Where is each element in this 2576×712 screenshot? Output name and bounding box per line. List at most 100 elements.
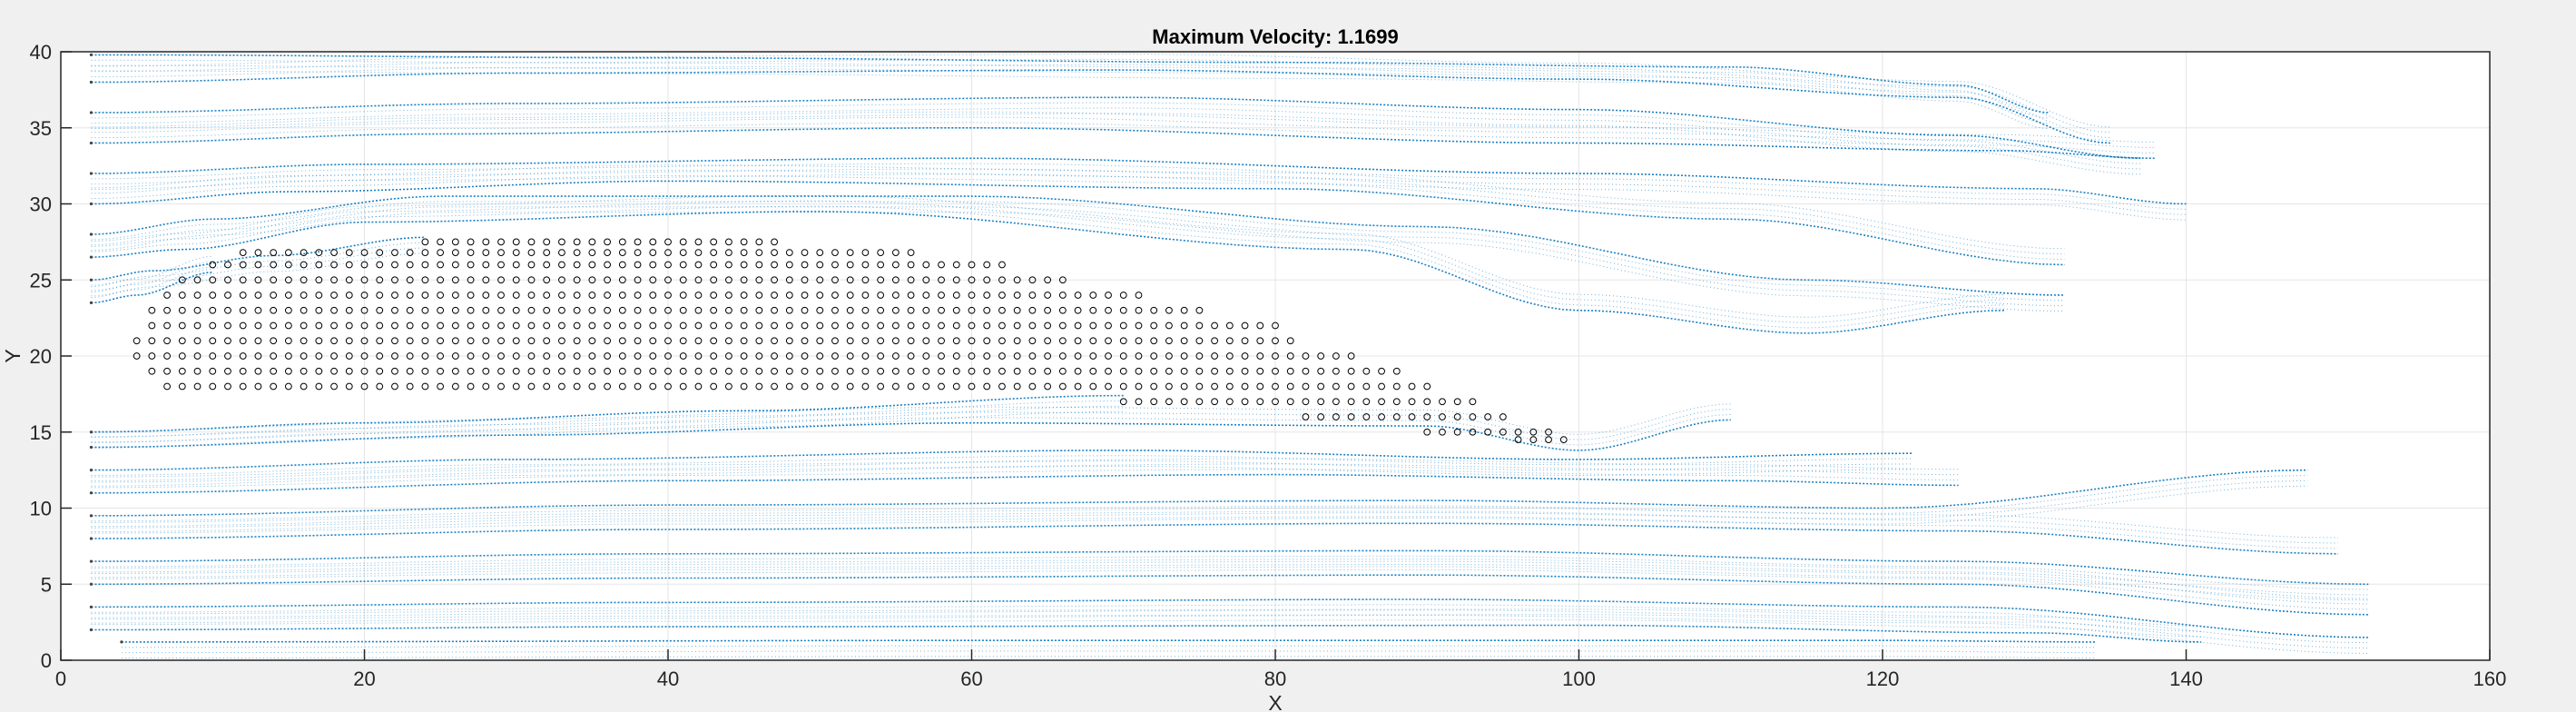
obstacle-marker <box>376 352 384 360</box>
obstacle-marker <box>785 367 793 375</box>
streamline <box>121 650 2096 654</box>
obstacle-marker <box>1453 413 1461 420</box>
streamline <box>91 609 2369 649</box>
obstacle-marker <box>664 382 672 391</box>
obstacle-marker <box>1119 352 1127 360</box>
obstacle-marker <box>178 321 186 330</box>
obstacle-marker <box>1469 398 1477 406</box>
obstacle-marker <box>907 352 915 360</box>
obstacle-marker <box>649 292 657 299</box>
obstacle-marker <box>163 367 171 375</box>
obstacle-marker <box>209 337 217 345</box>
obstacle-marker <box>740 276 748 284</box>
obstacle-marker <box>406 292 414 299</box>
obstacle-marker <box>785 276 793 284</box>
obstacle-marker <box>239 261 247 269</box>
obstacle-marker <box>345 292 353 299</box>
x-tick-label: 140 <box>2169 668 2203 690</box>
streamline <box>91 255 213 288</box>
obstacle-marker <box>618 337 626 345</box>
obstacle-marker <box>573 249 581 257</box>
obstacle-marker <box>938 352 945 360</box>
obstacle-marker <box>254 382 262 391</box>
streamline <box>91 102 2141 164</box>
obstacle-marker <box>239 249 247 257</box>
obstacle-marker <box>1362 382 1371 391</box>
obstacle-marker <box>618 321 626 330</box>
seed-point <box>120 640 123 644</box>
obstacle-marker <box>604 261 611 269</box>
x-tick-label: 100 <box>1562 668 1596 690</box>
streamline <box>91 400 1124 439</box>
obstacle-marker <box>345 306 353 314</box>
obstacle-marker <box>922 276 930 284</box>
obstacle-marker <box>376 321 384 330</box>
obstacle-marker <box>1058 306 1067 314</box>
obstacle-marker <box>710 321 718 330</box>
obstacle-marker <box>983 321 991 330</box>
obstacle-marker <box>360 321 369 330</box>
obstacle-marker <box>816 367 824 375</box>
obstacle-marker <box>831 306 839 314</box>
obstacle-marker <box>193 337 202 345</box>
obstacle-marker <box>649 321 657 330</box>
obstacle-marker <box>330 276 338 284</box>
obstacle-marker <box>467 238 475 246</box>
obstacle-marker <box>968 261 976 269</box>
obstacle-marker <box>482 276 490 284</box>
obstacle-marker <box>1241 398 1249 406</box>
obstacle-marker <box>239 382 247 391</box>
obstacle-marker <box>315 337 323 345</box>
obstacle-marker <box>300 276 308 284</box>
obstacle-marker <box>1150 321 1158 330</box>
obstacle-marker <box>512 352 520 360</box>
obstacle-marker <box>710 337 718 345</box>
obstacle-marker <box>543 292 551 299</box>
streamline <box>91 54 2050 114</box>
obstacle-marker <box>755 337 763 345</box>
obstacle-marker <box>816 276 824 284</box>
obstacle-marker <box>877 249 885 257</box>
obstacle-marker <box>209 292 217 299</box>
obstacle-marker <box>938 306 945 314</box>
obstacle-marker <box>284 321 292 330</box>
obstacle-marker <box>178 382 186 391</box>
obstacle-marker <box>1211 382 1218 391</box>
obstacle-marker <box>315 306 323 314</box>
obstacle-marker <box>938 292 945 299</box>
obstacle-marker <box>952 367 960 375</box>
obstacle-marker <box>451 292 459 299</box>
obstacle-marker <box>1332 382 1340 391</box>
obstacle-marker <box>604 292 611 299</box>
obstacle-marker <box>467 306 475 314</box>
x-axis-label: X <box>1268 691 1282 712</box>
obstacle-marker <box>816 261 824 269</box>
obstacle-marker <box>148 321 156 330</box>
obstacle-marker <box>801 261 809 269</box>
obstacle-marker <box>1013 276 1021 284</box>
obstacle-marker <box>360 382 369 391</box>
obstacle-marker <box>254 249 262 257</box>
obstacle-marker <box>437 321 445 330</box>
obstacle-marker <box>664 352 672 360</box>
obstacle-marker <box>1089 382 1097 391</box>
obstacle-marker <box>391 352 398 360</box>
obstacle-marker <box>300 352 308 360</box>
obstacle-marker <box>1272 337 1279 345</box>
streamline <box>91 195 2065 296</box>
obstacle-marker <box>801 276 809 284</box>
obstacle-marker <box>178 367 186 375</box>
obstacle-marker <box>649 352 657 360</box>
obstacle-marker <box>998 321 1006 330</box>
obstacle-marker <box>573 352 581 360</box>
obstacle-marker <box>755 382 763 391</box>
obstacle-marker <box>178 292 186 299</box>
obstacle-marker <box>330 352 338 360</box>
seed-point <box>89 514 93 518</box>
obstacle-marker <box>543 352 551 360</box>
obstacle-marker <box>558 292 565 299</box>
obstacle-marker <box>694 321 703 330</box>
obstacle-marker <box>846 276 854 284</box>
obstacle-marker <box>1074 337 1082 345</box>
seed-point <box>89 491 93 495</box>
